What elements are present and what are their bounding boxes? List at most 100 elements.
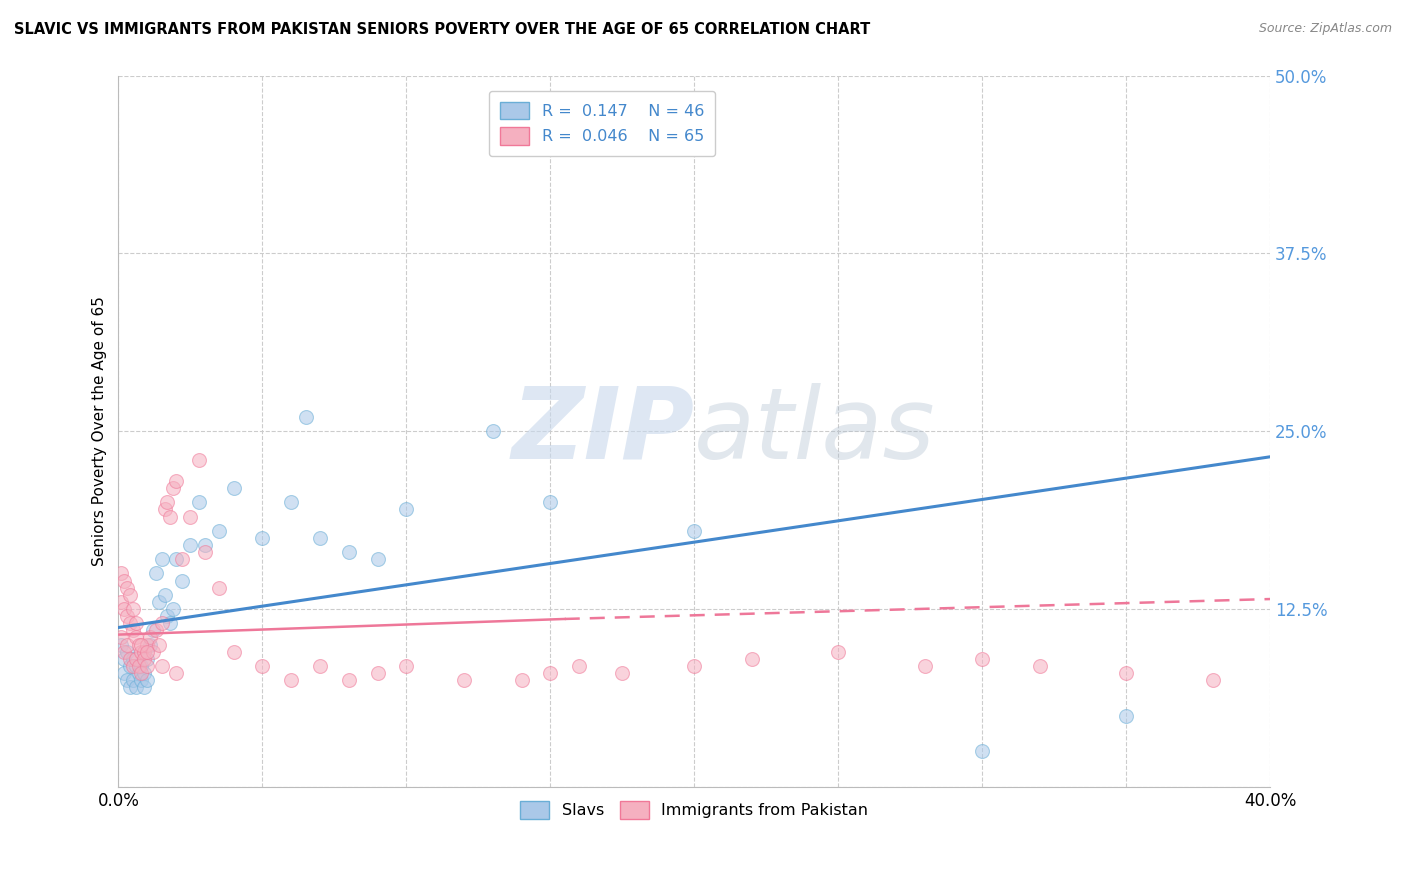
Point — [118, 616, 141, 631]
Point — [367, 665, 389, 680]
Point — [252, 659, 274, 673]
Point — [118, 652, 141, 666]
Point — [170, 552, 193, 566]
Point — [208, 581, 231, 595]
Point — [121, 659, 143, 673]
Point — [222, 645, 245, 659]
Point — [683, 659, 706, 673]
Point — [136, 652, 159, 666]
Y-axis label: Seniors Poverty Over the Age of 65: Seniors Poverty Over the Age of 65 — [93, 296, 107, 566]
Point — [125, 616, 148, 631]
Point — [134, 645, 156, 659]
Point — [128, 665, 150, 680]
Point — [159, 616, 181, 631]
Point — [280, 495, 302, 509]
Point — [252, 531, 274, 545]
Point — [280, 673, 302, 687]
Point — [159, 509, 181, 524]
Point — [309, 659, 332, 673]
Point — [136, 638, 159, 652]
Point — [115, 638, 138, 652]
Point — [395, 659, 418, 673]
Point — [125, 652, 148, 666]
Point — [395, 502, 418, 516]
Point — [153, 588, 176, 602]
Point — [1115, 665, 1137, 680]
Point — [145, 566, 167, 581]
Point — [150, 659, 173, 673]
Point — [110, 638, 132, 652]
Point — [156, 495, 179, 509]
Point — [208, 524, 231, 538]
Point — [131, 665, 153, 680]
Point — [110, 566, 132, 581]
Point — [481, 424, 503, 438]
Point — [150, 616, 173, 631]
Point — [125, 680, 148, 694]
Point — [115, 645, 138, 659]
Point — [170, 574, 193, 588]
Point — [538, 495, 561, 509]
Point — [827, 645, 849, 659]
Point — [1201, 673, 1223, 687]
Point — [142, 645, 165, 659]
Point — [156, 609, 179, 624]
Point — [131, 645, 153, 659]
Point — [165, 474, 187, 488]
Point — [148, 638, 170, 652]
Point — [153, 502, 176, 516]
Point — [188, 452, 211, 467]
Point — [165, 665, 187, 680]
Point — [110, 595, 132, 609]
Point — [972, 744, 994, 758]
Point — [121, 652, 143, 666]
Point — [337, 545, 360, 559]
Point — [150, 552, 173, 566]
Point — [914, 659, 936, 673]
Text: atlas: atlas — [695, 383, 936, 480]
Point — [115, 609, 138, 624]
Point — [136, 645, 159, 659]
Legend: Slavs, Immigrants from Pakistan: Slavs, Immigrants from Pakistan — [513, 795, 875, 825]
Point — [110, 631, 132, 645]
Point — [112, 652, 135, 666]
Point — [194, 545, 217, 559]
Point — [131, 673, 153, 687]
Point — [145, 624, 167, 638]
Point — [188, 495, 211, 509]
Point — [128, 638, 150, 652]
Point — [510, 673, 533, 687]
Point — [121, 673, 143, 687]
Point — [222, 481, 245, 495]
Point — [115, 673, 138, 687]
Point — [112, 645, 135, 659]
Point — [612, 665, 634, 680]
Point — [194, 538, 217, 552]
Point — [136, 659, 159, 673]
Point — [972, 652, 994, 666]
Point — [179, 509, 201, 524]
Point — [683, 524, 706, 538]
Point — [294, 409, 316, 424]
Point — [115, 581, 138, 595]
Point — [121, 602, 143, 616]
Point — [136, 673, 159, 687]
Point — [112, 665, 135, 680]
Point — [118, 680, 141, 694]
Point — [741, 652, 763, 666]
Point — [125, 631, 148, 645]
Point — [337, 673, 360, 687]
Point — [148, 595, 170, 609]
Point — [121, 624, 143, 638]
Point — [125, 659, 148, 673]
Point — [162, 602, 184, 616]
Text: ZIP: ZIP — [512, 383, 695, 480]
Point — [538, 665, 561, 680]
Point — [1115, 708, 1137, 723]
Point — [367, 552, 389, 566]
Point — [128, 659, 150, 673]
Point — [139, 638, 162, 652]
Text: SLAVIC VS IMMIGRANTS FROM PAKISTAN SENIORS POVERTY OVER THE AGE OF 65 CORRELATIO: SLAVIC VS IMMIGRANTS FROM PAKISTAN SENIO… — [14, 22, 870, 37]
Point — [179, 538, 201, 552]
Point — [134, 652, 156, 666]
